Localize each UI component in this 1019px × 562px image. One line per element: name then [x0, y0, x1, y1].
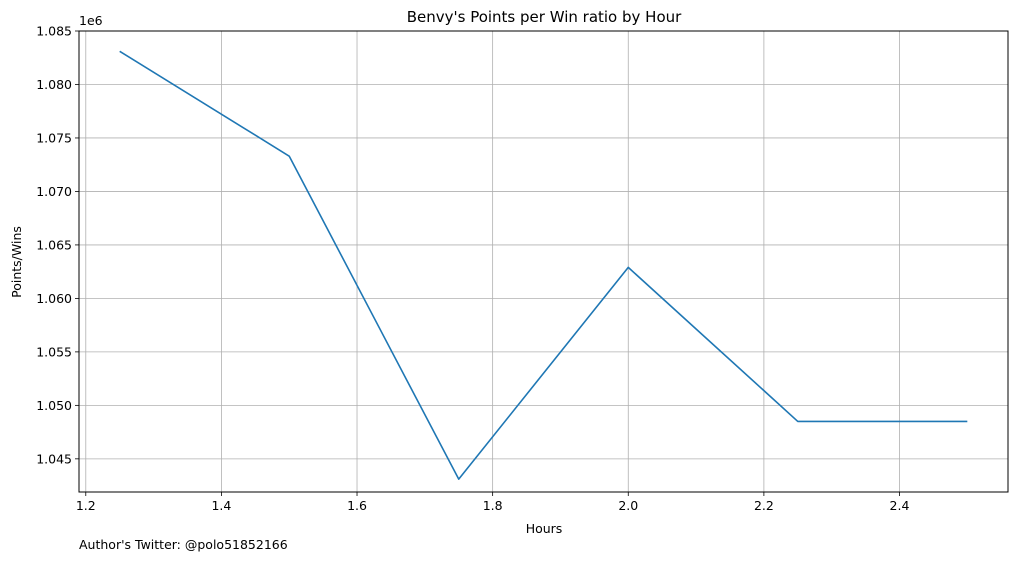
- series-line: [119, 50, 968, 480]
- x-tick-label: 1.4: [211, 498, 231, 513]
- y-tick-label: 1.055: [36, 344, 72, 359]
- x-tick-label: 2.0: [618, 498, 638, 513]
- y-tick-label: 1.050: [36, 398, 72, 413]
- x-axis-label: Hours: [526, 521, 563, 536]
- y-tick-label: 1.080: [36, 77, 72, 92]
- footnote: Author's Twitter: @polo51852166: [79, 537, 288, 552]
- x-tick-label: 2.4: [890, 498, 910, 513]
- x-tick-label: 1.8: [483, 498, 503, 513]
- y-tick-label: 1.065: [36, 237, 72, 252]
- y-axis: 1.045 1.050 1.055 1.060 1.065 1.070 1.075 1.080…: [36, 24, 79, 466]
- series-layer: [119, 50, 968, 480]
- x-tick-label: 1.2: [76, 498, 96, 513]
- y-tick-label: 1.045: [36, 451, 72, 466]
- plot-frame: [78, 30, 1009, 493]
- y-tick-label: 1.085: [36, 24, 72, 39]
- x-axis: 1.2 1.4 1.6 1.8 2.0 2.2 2.4: [76, 492, 910, 513]
- y-offset-label: 1e6: [79, 13, 103, 28]
- y-tick-label: 1.070: [36, 184, 72, 199]
- y-axis-label: Points/Wins: [9, 226, 24, 298]
- x-tick-label: 1.6: [347, 498, 367, 513]
- chart-title: Benvy's Points per Win ratio by Hour: [407, 8, 682, 26]
- y-tick-label: 1.075: [36, 130, 72, 145]
- x-tick-label: 2.2: [754, 498, 774, 513]
- y-tick-label: 1.060: [36, 291, 72, 306]
- grid-lines: [79, 30, 1008, 492]
